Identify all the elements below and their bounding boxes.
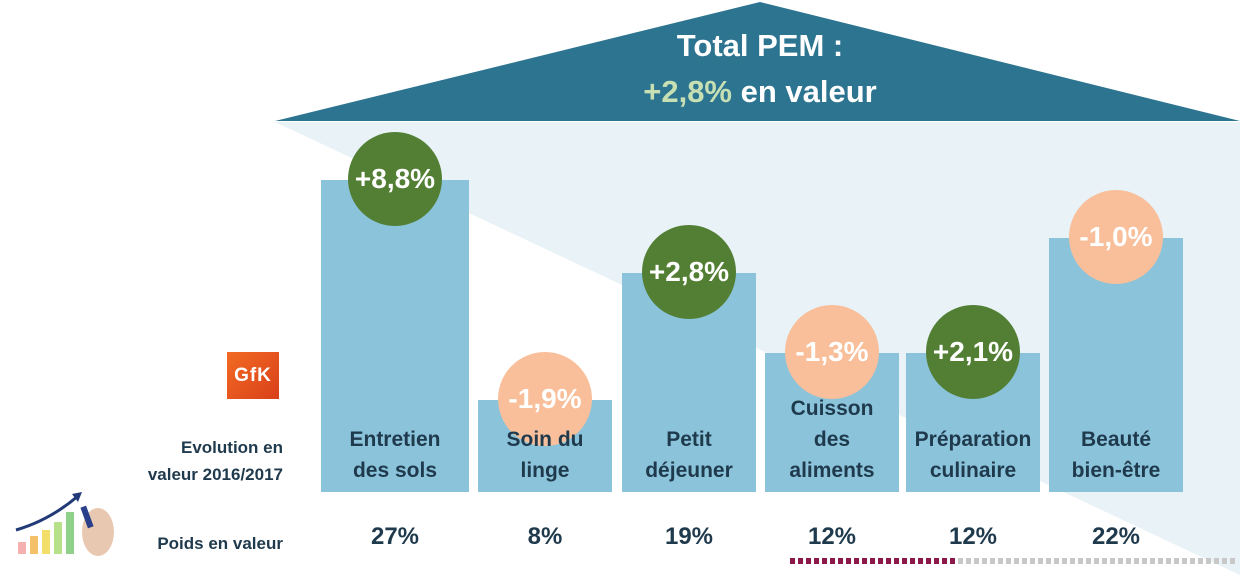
total-value-suffix: en valeur bbox=[732, 74, 877, 109]
progress-dot bbox=[1174, 558, 1179, 564]
progress-dot bbox=[854, 558, 859, 564]
total-value-line: +2,8% en valeur bbox=[560, 74, 960, 110]
progress-dot bbox=[1062, 558, 1067, 564]
progress-dot bbox=[1070, 558, 1075, 564]
weight-label-4: 12% bbox=[948, 523, 998, 550]
progress-dot bbox=[1078, 558, 1083, 564]
evolution-bubble-2: +2,8% bbox=[642, 225, 736, 319]
progress-dot bbox=[846, 558, 851, 564]
progress-dot bbox=[1190, 558, 1195, 564]
progress-dot bbox=[1126, 558, 1131, 564]
weight-label-3: 12% bbox=[807, 523, 857, 550]
evolution-bubble-1: -1,9% bbox=[498, 352, 592, 446]
progress-dot bbox=[974, 558, 979, 564]
slide-progress-strip bbox=[790, 558, 1235, 564]
progress-dot bbox=[1094, 558, 1099, 564]
total-value: +2,8% bbox=[643, 74, 732, 109]
progress-dot bbox=[814, 558, 819, 564]
progress-dot bbox=[1134, 558, 1139, 564]
progress-dot bbox=[894, 558, 899, 564]
progress-dot bbox=[926, 558, 931, 564]
category-label-0: Entretien des sols bbox=[349, 428, 441, 482]
progress-dot bbox=[878, 558, 883, 564]
progress-dot bbox=[918, 558, 923, 564]
bar-0 bbox=[321, 180, 469, 492]
progress-dot bbox=[1022, 558, 1027, 564]
progress-dot bbox=[942, 558, 947, 564]
progress-dot bbox=[870, 558, 875, 564]
evolution-bubble-0: +8,8% bbox=[348, 132, 442, 226]
progress-dot bbox=[1118, 558, 1123, 564]
progress-dot bbox=[1014, 558, 1019, 564]
progress-dot bbox=[1038, 558, 1043, 564]
progress-dot bbox=[982, 558, 987, 564]
progress-dot bbox=[1102, 558, 1107, 564]
progress-dot bbox=[934, 558, 939, 564]
progress-dot bbox=[910, 558, 915, 564]
weight-label-0: 27% bbox=[370, 523, 420, 550]
progress-dot bbox=[1182, 558, 1187, 564]
progress-dot bbox=[1198, 558, 1203, 564]
trend-chart-icon bbox=[15, 492, 114, 556]
category-label-1: Soin du linge bbox=[506, 428, 584, 482]
progress-dot bbox=[886, 558, 891, 564]
progress-dot bbox=[838, 558, 843, 564]
progress-dot bbox=[1110, 558, 1115, 564]
progress-dot bbox=[1166, 558, 1171, 564]
evolution-bubble-3: -1,3% bbox=[785, 305, 879, 399]
category-label-3: Cuisson des aliments bbox=[789, 397, 875, 482]
progress-dot bbox=[1206, 558, 1211, 564]
progress-dot bbox=[1150, 558, 1155, 564]
weight-label-5: 22% bbox=[1091, 523, 1141, 550]
gfk-logo: GfK bbox=[227, 352, 279, 399]
progress-dot bbox=[902, 558, 907, 564]
progress-dot bbox=[998, 558, 1003, 564]
progress-dot bbox=[1230, 558, 1235, 564]
progress-dot bbox=[822, 558, 827, 564]
weight-label-1: 8% bbox=[527, 523, 563, 550]
progress-dot bbox=[1086, 558, 1091, 564]
progress-dot bbox=[830, 558, 835, 564]
progress-dot bbox=[1214, 558, 1219, 564]
category-label-2: Petit déjeuner bbox=[645, 428, 733, 482]
progress-dot bbox=[1142, 558, 1147, 564]
progress-dot bbox=[790, 558, 795, 564]
progress-dot bbox=[958, 558, 963, 564]
progress-dot bbox=[798, 558, 803, 564]
roof bbox=[275, 2, 1240, 121]
progress-dot bbox=[990, 558, 995, 564]
progress-dot bbox=[1222, 558, 1227, 564]
evolution-row-label: Evolution en valeur 2016/2017 bbox=[147, 438, 283, 484]
category-label-5: Beauté bien-être bbox=[1071, 428, 1161, 482]
progress-dot bbox=[966, 558, 971, 564]
progress-dot bbox=[950, 558, 955, 564]
chart-title: Total PEM : bbox=[676, 28, 844, 63]
progress-dot bbox=[1158, 558, 1163, 564]
progress-dot bbox=[1046, 558, 1051, 564]
weight-row-label: Poids en valeur bbox=[157, 534, 283, 553]
evolution-bubble-4: +2,1% bbox=[926, 305, 1020, 399]
evolution-bubble-5: -1,0% bbox=[1069, 190, 1163, 284]
progress-dot bbox=[1054, 558, 1059, 564]
progress-dot bbox=[1006, 558, 1011, 564]
weight-label-2: 19% bbox=[664, 523, 714, 550]
progress-dot bbox=[862, 558, 867, 564]
progress-dot bbox=[1030, 558, 1035, 564]
progress-dot bbox=[806, 558, 811, 564]
category-label-4: Préparation culinaire bbox=[914, 428, 1032, 482]
